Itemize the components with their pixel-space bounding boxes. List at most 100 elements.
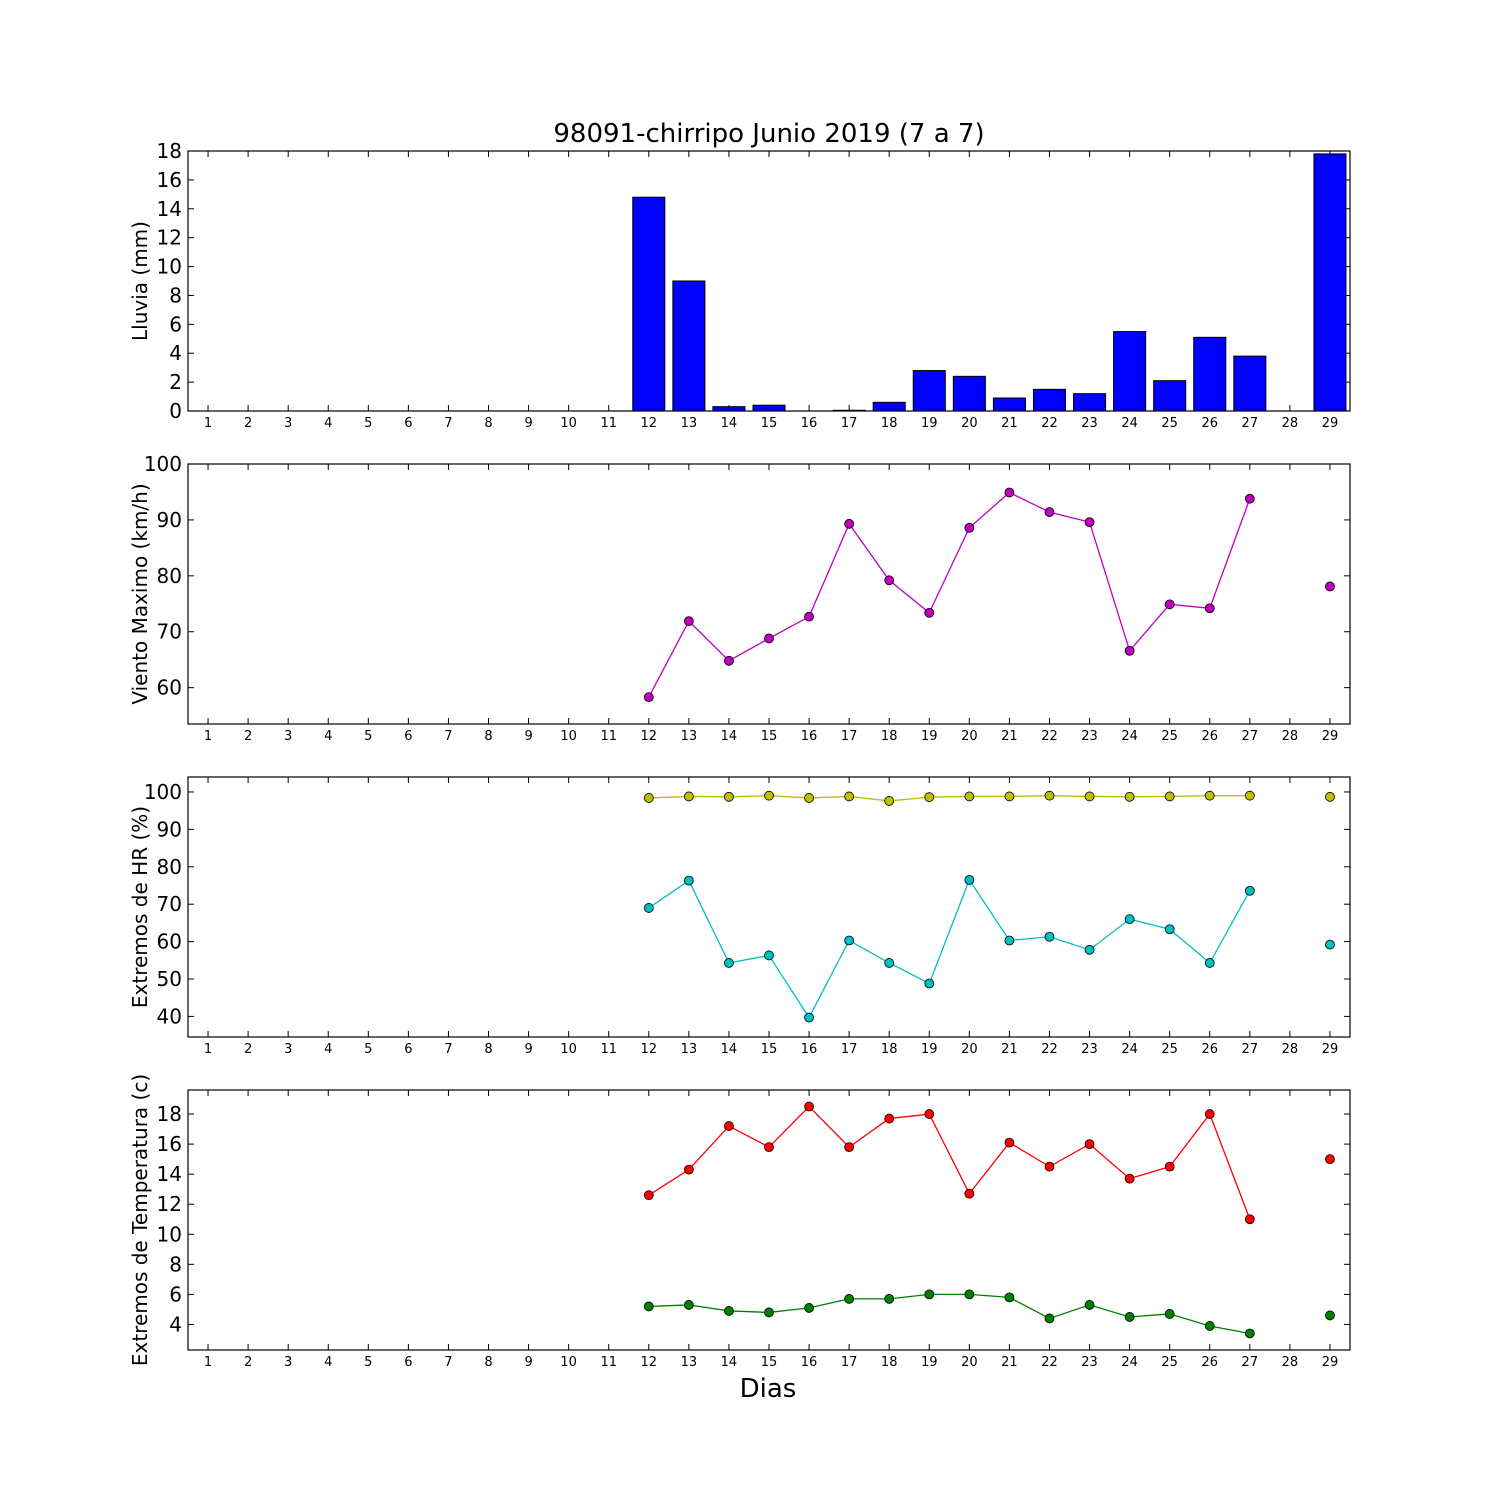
x-tick-label: 20: [961, 1355, 978, 1370]
series-1-point-day-15: [764, 1142, 774, 1153]
x-tick-label: 5: [364, 1355, 372, 1370]
x-tick-label: 29: [1322, 729, 1339, 744]
y-tick-label: 16: [157, 1132, 182, 1156]
x-tick-label: 6: [404, 1042, 412, 1057]
x-tick-label: 15: [761, 1355, 778, 1370]
bar-day-19: [912, 370, 946, 412]
y-tick-label: 70: [157, 892, 182, 916]
series-2-point-day-12: [643, 903, 654, 913]
x-tick-label: 12: [641, 1042, 658, 1057]
bar-day-12: [632, 196, 666, 412]
x-tick-label: 12: [641, 729, 658, 744]
x-tick-label: 13: [681, 1042, 698, 1057]
x-tick-label: 24: [1121, 1355, 1138, 1370]
x-tick-label: 16: [801, 416, 818, 431]
y-tick-label: 10: [157, 1222, 182, 1246]
x-tick-label: 27: [1242, 729, 1259, 744]
x-tick-label: 13: [681, 729, 698, 744]
x-tick-label: 11: [600, 1355, 617, 1370]
x-tick-label: 27: [1242, 1042, 1259, 1057]
series-1-point-day-25: [1164, 1161, 1175, 1172]
x-tick-label: 19: [921, 1042, 938, 1057]
x-tick-label: 26: [1201, 416, 1218, 431]
bar-day-24: [1113, 331, 1147, 412]
x-tick-label: 20: [961, 416, 978, 431]
y-tick-label: 80: [157, 855, 182, 879]
x-axis-label: Dias: [740, 1374, 797, 1404]
series-1-point-day-23: [1084, 1139, 1095, 1150]
x-tick-label: 17: [841, 729, 858, 744]
series-2-point-day-24: [1124, 914, 1135, 925]
x-tick-label: 16: [801, 729, 818, 744]
series-1-point-day-18: [884, 575, 895, 586]
series-2-point-day-21: [1004, 935, 1015, 946]
y-tick-label: 100: [144, 780, 182, 804]
series-1-point-day-13: [683, 791, 694, 802]
x-tick-label: 25: [1161, 416, 1178, 431]
x-tick-label: 23: [1081, 729, 1098, 744]
series-1-point-day-17: [844, 518, 855, 529]
y-tick-label: 12: [157, 226, 182, 250]
x-tick-label: 3: [284, 416, 292, 431]
x-tick-label: 21: [1001, 1042, 1018, 1057]
x-tick-label: 2: [244, 416, 252, 431]
series-1-point-day-17: [844, 791, 855, 802]
chart-title: 98091-chirripo Junio 2019 (7 a 7): [553, 119, 984, 149]
x-tick-label: 28: [1282, 416, 1299, 431]
x-tick-label: 17: [841, 1355, 858, 1370]
x-tick-label: 17: [841, 1042, 858, 1057]
x-tick-label: 9: [524, 729, 532, 744]
series-1-point-day-22: [1044, 507, 1055, 517]
x-tick-label: 29: [1322, 1355, 1339, 1370]
y-tick-label: 18: [157, 139, 182, 163]
x-tick-label: 7: [444, 1042, 452, 1057]
series-2-point-day-18: [884, 958, 895, 968]
y-tick-label: 2: [169, 370, 182, 394]
series-1-point-day-29: [1325, 1154, 1335, 1165]
x-tick-label: 10: [560, 1042, 577, 1057]
series-1-point-day-23: [1084, 517, 1095, 528]
x-tick-label: 12: [641, 416, 658, 431]
x-tick-label: 1: [204, 1042, 212, 1057]
series-2-point-day-25: [1164, 1309, 1175, 1319]
series-2-point-day-27: [1244, 1328, 1255, 1339]
x-tick-label: 15: [761, 416, 778, 431]
x-tick-label: 27: [1242, 1355, 1259, 1370]
x-tick-label: 18: [881, 1355, 898, 1370]
series-1-line: [648, 1105, 1251, 1220]
x-tick-label: 6: [404, 729, 412, 744]
series-1-point-day-26: [1204, 603, 1215, 614]
x-tick-label: 7: [444, 729, 452, 744]
x-tick-label: 4: [324, 416, 332, 431]
bar-day-15: [752, 404, 786, 412]
y-axis-label: Viento Maximo (km/h): [128, 483, 152, 704]
series-1-point-day-12: [643, 692, 654, 703]
x-tick-label: 24: [1121, 729, 1138, 744]
y-tick-label: 14: [157, 197, 182, 221]
bar-day-18: [872, 401, 906, 412]
series-2-point-day-15: [764, 950, 774, 961]
x-tick-label: 25: [1161, 1355, 1178, 1370]
series-2-line: [648, 878, 1251, 1019]
x-tick-label: 29: [1322, 416, 1339, 431]
bar-day-27: [1233, 355, 1267, 412]
x-tick-label: 13: [681, 1355, 698, 1370]
x-tick-label: 13: [681, 416, 698, 431]
x-tick-label: 8: [484, 1042, 492, 1057]
y-tick-label: 8: [169, 1252, 182, 1276]
x-tick-label: 8: [484, 1355, 492, 1370]
series-1-point-day-13: [683, 1164, 694, 1175]
x-tick-label: 10: [560, 729, 577, 744]
series-1-point-day-22: [1044, 790, 1055, 801]
x-tick-label: 20: [961, 729, 978, 744]
y-tick-label: 10: [157, 255, 182, 279]
series-2-point-day-20: [964, 1289, 975, 1300]
x-tick-label: 9: [524, 1355, 532, 1370]
series-1-point-day-15: [764, 790, 774, 801]
series-1-point-day-27: [1244, 790, 1255, 801]
series-1-point-day-24: [1124, 791, 1135, 802]
x-tick-label: 22: [1041, 1042, 1058, 1057]
x-tick-label: 10: [560, 416, 577, 431]
